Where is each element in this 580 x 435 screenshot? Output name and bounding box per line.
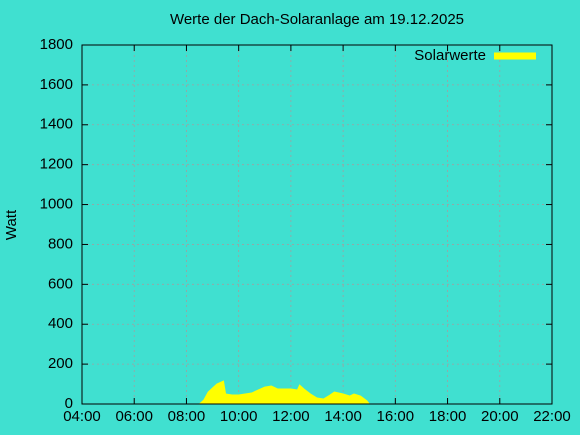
area <box>198 380 371 405</box>
y-tick-label: 1800 <box>40 36 73 53</box>
y-tick-label: 400 <box>48 315 73 332</box>
plot-border <box>81 44 553 405</box>
x-tick-label: 08:00 <box>168 408 206 425</box>
y-tick-label: 1400 <box>40 116 73 133</box>
y-tick-label: 200 <box>48 355 73 372</box>
y-tick-label: 1600 <box>40 76 73 93</box>
x-tick-label: 18:00 <box>429 408 467 425</box>
x-tick-label: 16:00 <box>377 408 415 425</box>
x-tick-label: 20:00 <box>481 408 519 425</box>
x-tick-label: 14:00 <box>324 408 362 425</box>
y-tick-label: 800 <box>48 235 73 252</box>
chart-title: Werte der Dach-Solaranlage am 19.12.2025 <box>170 11 464 28</box>
y-tick-label: 1200 <box>40 156 73 173</box>
legend-label: Solarwerte <box>414 47 486 64</box>
x-tick-label: 22:00 <box>533 408 571 425</box>
x-tick-label: 10:00 <box>220 408 258 425</box>
y-tick-label: 0 <box>65 395 73 412</box>
y-tick-label: 600 <box>48 275 73 292</box>
x-tick-label: 12:00 <box>272 408 310 425</box>
y-tick-label: 1000 <box>40 196 73 213</box>
y-axis-label: Watt <box>3 209 20 240</box>
x-tick-label: 06:00 <box>115 408 153 425</box>
x-tick-label: 04:00 <box>63 408 101 425</box>
